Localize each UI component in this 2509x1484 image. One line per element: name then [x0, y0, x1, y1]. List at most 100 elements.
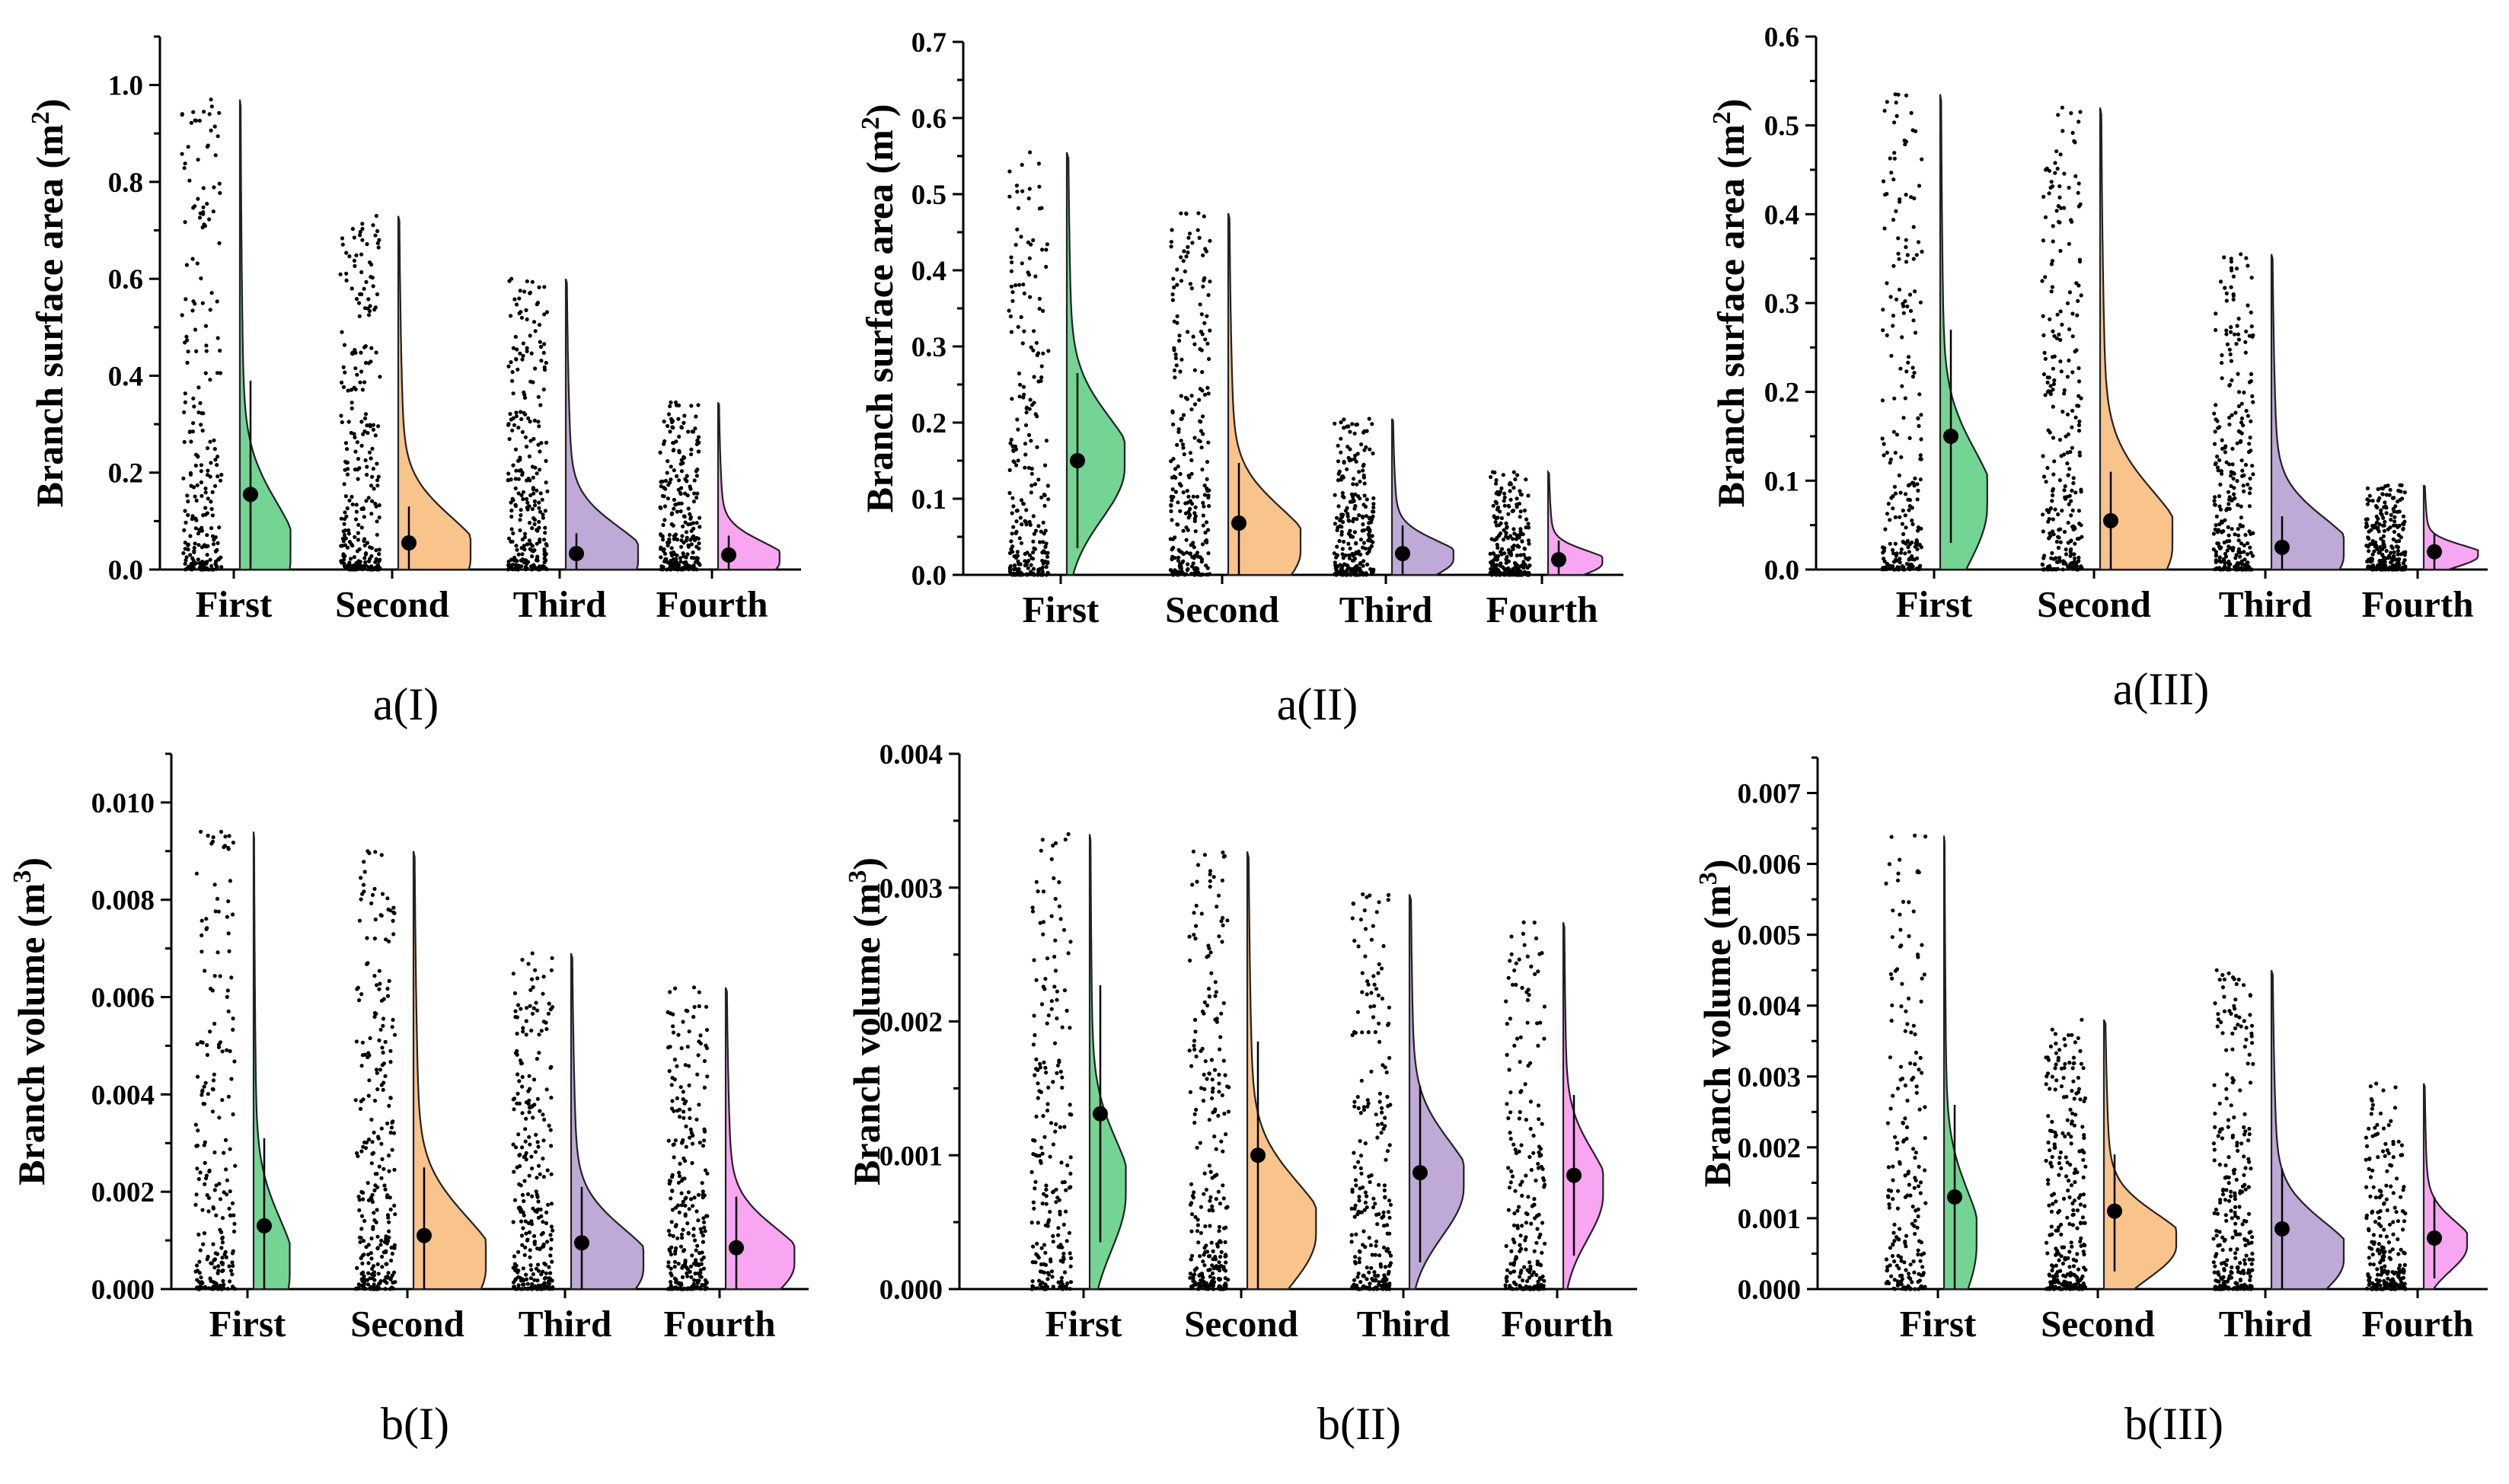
raw-point	[2219, 469, 2223, 474]
raw-point	[514, 544, 519, 548]
raw-point	[357, 1208, 362, 1213]
raw-point	[359, 1236, 363, 1240]
raw-point	[533, 1150, 538, 1154]
raw-point	[698, 1271, 703, 1275]
raw-point	[694, 1117, 699, 1122]
raw-point	[372, 1218, 377, 1223]
raw-point	[1208, 1195, 1213, 1199]
raw-point	[688, 515, 694, 520]
raw-point	[1053, 896, 1058, 902]
raw-point	[1210, 1271, 1215, 1275]
raw-point	[1027, 187, 1032, 191]
raw-point	[354, 297, 359, 302]
raw-point	[697, 546, 701, 551]
raw-point	[524, 1231, 528, 1236]
raw-point	[1029, 439, 1033, 443]
raw-point	[1373, 1202, 1377, 1206]
raw-point	[216, 1264, 221, 1269]
raw-point	[2395, 567, 2399, 572]
raw-point	[2236, 503, 2240, 507]
raw-point	[1891, 177, 1896, 182]
raw-point	[1041, 889, 1046, 894]
raw-point	[1371, 514, 1375, 519]
raw-point	[1211, 1086, 1215, 1091]
raw-point	[1355, 1095, 1360, 1099]
raw-point	[545, 1168, 550, 1173]
raw-point	[1208, 1254, 1212, 1259]
raw-point	[1897, 473, 1901, 478]
raw-point	[547, 1001, 551, 1006]
raw-point	[2060, 322, 2064, 327]
raw-point	[1061, 1256, 1066, 1262]
raw-point	[1178, 562, 1183, 566]
raw-point	[529, 977, 535, 981]
raw-point	[549, 1202, 554, 1206]
y-tick-label: 0.4	[1764, 199, 1799, 231]
raw-point	[668, 990, 672, 994]
raw-point	[2386, 556, 2391, 560]
raw-point	[231, 912, 235, 917]
raw-point	[2056, 113, 2061, 117]
raw-point	[1169, 244, 1173, 249]
raw-point	[1046, 572, 1051, 576]
raw-point	[1506, 573, 1511, 577]
raw-point	[216, 1269, 221, 1273]
raw-point	[1186, 500, 1190, 505]
raw-point	[523, 1245, 528, 1249]
raw-point	[359, 1064, 364, 1068]
raw-point	[225, 1192, 229, 1197]
raw-point	[1043, 1262, 1049, 1267]
raw-point	[662, 551, 668, 556]
raw-point	[185, 493, 190, 498]
raw-point	[380, 1157, 385, 1161]
raw-point	[2065, 375, 2070, 379]
raw-points	[1349, 892, 1393, 1291]
raw-point	[2241, 483, 2246, 488]
raw-point	[1039, 1160, 1043, 1165]
raw-point	[542, 538, 547, 542]
raw-point	[1170, 518, 1174, 522]
raw-point	[1364, 445, 1368, 449]
raw-point	[222, 844, 226, 850]
raw-point	[1043, 976, 1048, 981]
raw-point	[1061, 927, 1067, 932]
raw-point	[1068, 1155, 1073, 1160]
raw-point	[217, 110, 222, 115]
raw-point	[193, 1122, 198, 1127]
raw-point	[530, 279, 535, 284]
raw-point	[676, 1262, 681, 1266]
raw-point	[1068, 1251, 1072, 1256]
raw-point	[2060, 509, 2064, 513]
raw-point	[371, 1150, 376, 1155]
raw-point	[528, 493, 533, 498]
raw-point	[1189, 1229, 1194, 1233]
raw-point	[535, 976, 540, 981]
raw-point	[542, 342, 547, 346]
raw-point	[2062, 206, 2067, 210]
raw-point	[525, 349, 529, 353]
raw-point	[1176, 429, 1181, 434]
raw-point	[338, 272, 343, 276]
series-fourth: Fourth	[1486, 469, 1604, 630]
raw-point	[509, 514, 514, 519]
raw-point	[1344, 563, 1349, 567]
raw-point	[355, 987, 359, 991]
raw-point	[1522, 508, 1527, 513]
raw-point	[226, 1009, 231, 1013]
raw-point	[521, 1226, 525, 1230]
raw-point	[220, 1235, 225, 1240]
raw-point	[225, 1048, 229, 1052]
raw-point	[203, 969, 207, 973]
raw-point	[209, 104, 214, 109]
raw-point	[1339, 420, 1343, 425]
raw-point	[2248, 436, 2252, 440]
raw-point	[515, 547, 519, 552]
raw-point	[1365, 429, 1369, 433]
raw-point	[1012, 567, 1017, 572]
raw-point	[678, 509, 683, 514]
raw-point	[189, 483, 193, 488]
raw-point	[541, 1220, 545, 1224]
raw-point	[1032, 401, 1036, 405]
raw-point	[524, 445, 529, 449]
raw-point	[1893, 451, 1898, 455]
